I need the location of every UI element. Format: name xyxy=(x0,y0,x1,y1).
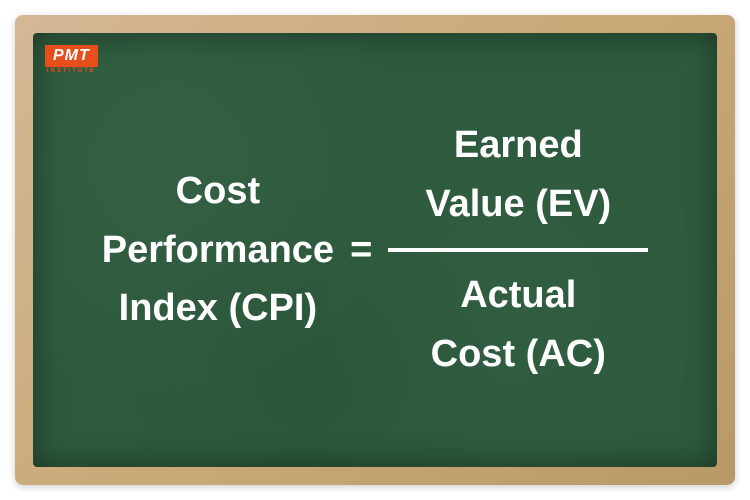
logo-sub-text: INSTITUTE xyxy=(47,68,96,74)
formula-denominator: Actual Cost (AC) xyxy=(431,258,606,384)
lhs-line-1: Cost xyxy=(102,162,334,221)
denominator-line-2: Cost (AC) xyxy=(431,325,606,384)
logo: PMT INSTITUTE xyxy=(45,45,98,74)
chalkboard-frame: PMT INSTITUTE Cost Performance Index (CP… xyxy=(15,15,735,485)
formula-lhs: Cost Performance Index (CPI) xyxy=(102,162,334,339)
formula-rhs: Earned Value (EV) Actual Cost (AC) xyxy=(388,116,648,384)
numerator-line-1: Earned xyxy=(425,116,611,175)
lhs-line-2: Performance xyxy=(102,221,334,280)
numerator-line-2: Value (EV) xyxy=(425,175,611,234)
fraction-bar xyxy=(388,248,648,252)
formula-numerator: Earned Value (EV) xyxy=(425,116,611,242)
logo-main-text: PMT xyxy=(45,45,98,67)
lhs-line-3: Index (CPI) xyxy=(102,279,334,338)
formula-equation: Cost Performance Index (CPI) = Earned Va… xyxy=(102,116,649,384)
chalkboard: PMT INSTITUTE Cost Performance Index (CP… xyxy=(33,33,717,467)
denominator-line-1: Actual xyxy=(431,266,606,325)
equals-sign: = xyxy=(350,229,372,272)
